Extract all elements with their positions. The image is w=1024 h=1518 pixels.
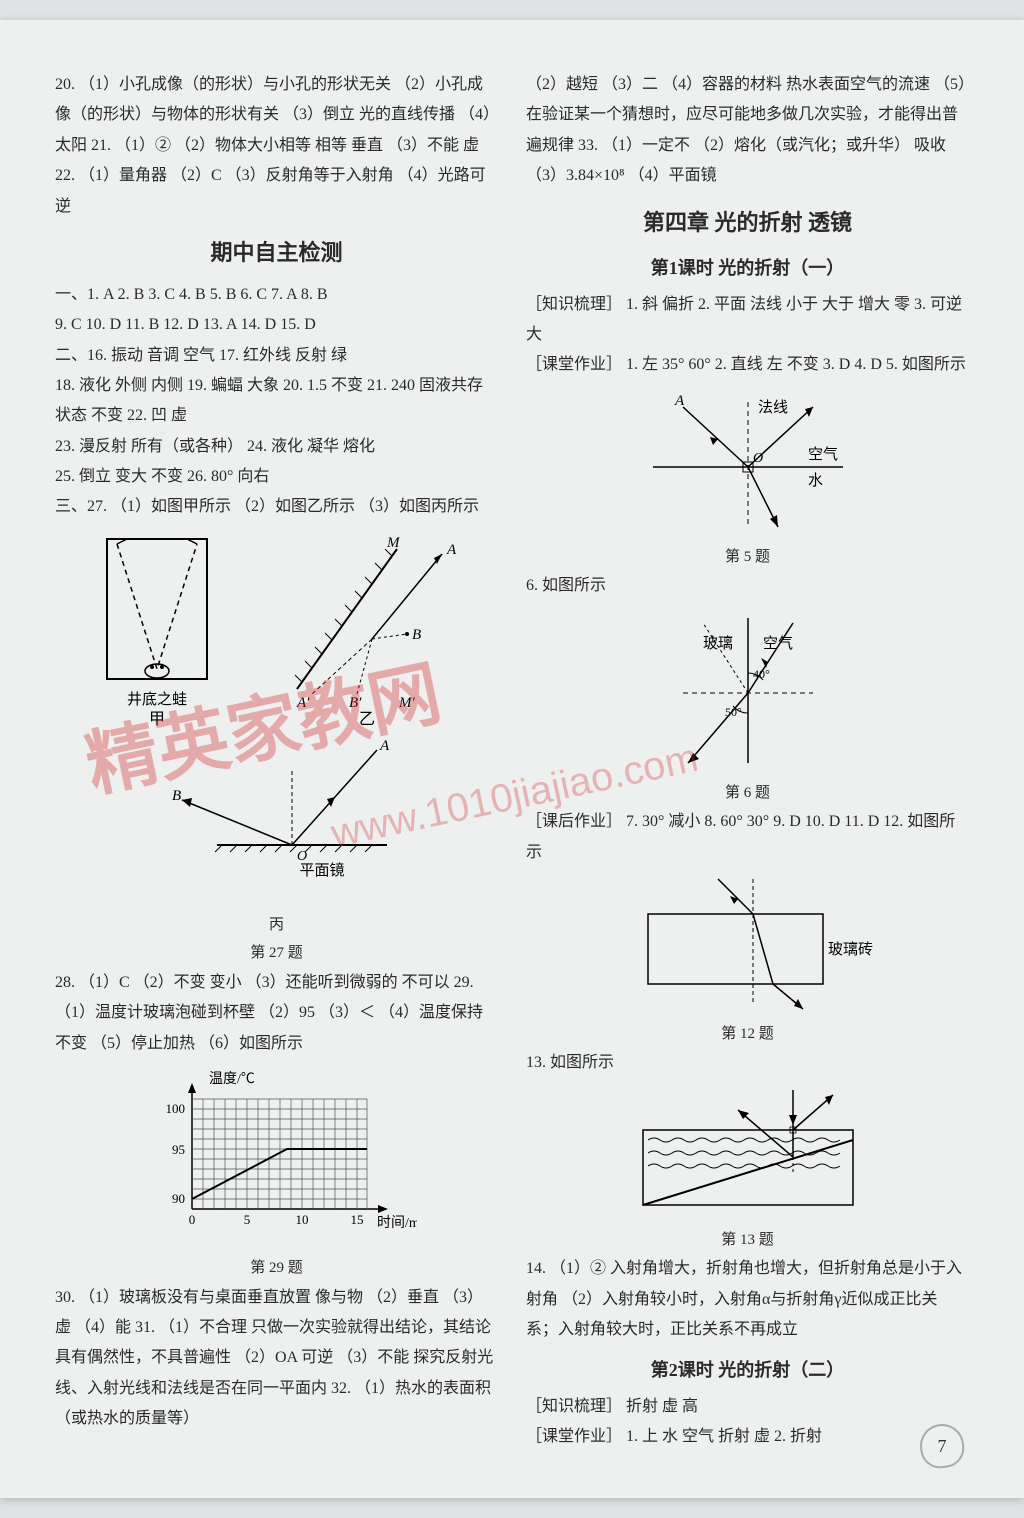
fig5-caption: 第 5 题 (526, 543, 969, 572)
fig6-caption: 第 6 题 (526, 779, 969, 808)
xtick-0: 0 (188, 1212, 195, 1227)
q14-text: 14. （1）② 入射角增大，折射角也增大，但折射角总是小于入射角 （2）入射角… (526, 1254, 969, 1345)
frog-label: 井底之蛙 (126, 691, 186, 708)
mirror-label: 平面镜 (299, 861, 344, 879)
fig12-caption: 第 12 题 (526, 1020, 969, 1049)
fig12-glass: 玻璃砖 (828, 941, 873, 958)
figure-27-bing: A B O 平面镜 (55, 735, 498, 905)
ketang-zuoye: ［课堂作业］ 1. 左 35° 60° 2. 直线 左 不变 3. D 4. D… (526, 350, 969, 380)
right-column: （2）越短 （3）二 （4）容器的材料 热水表面空气的流速 （5）在验证某一个猜… (526, 70, 969, 1458)
q6-text: 6. 如图所示 (526, 571, 969, 601)
ytick-95: 95 (172, 1142, 185, 1157)
page-number-badge: 7 (920, 1424, 964, 1468)
fig29-caption: 第 29 题 (55, 1254, 498, 1283)
fig27-jia: 甲 (148, 711, 164, 728)
xtick-15: 15 (350, 1212, 363, 1227)
sec2-line3: 23. 漫反射 所有（或各种） 24. 液化 凝华 熔化 (55, 432, 498, 462)
letter-B-bing: B (172, 788, 181, 804)
figure-13 (526, 1085, 969, 1220)
fig13-caption: 第 13 题 (526, 1226, 969, 1255)
kehou-zuoye: ［课后作业］ 7. 30° 减小 8. 60° 30° 9. D 10. D 1… (526, 807, 969, 868)
q30-32-text: 30. （1）玻璃板没有与桌面垂直放置 像与物 （2）垂直 （3）虚 （4）能 … (55, 1283, 498, 1435)
letter-M: M (386, 535, 401, 551)
page: 精英家教网 www.1010jiajiao.com 20. （1）小孔成像（的形… (0, 20, 1024, 1498)
fig5-O: O (753, 451, 763, 466)
fig6-glass: 玻璃 (703, 635, 733, 652)
letter-O-bing: O (297, 849, 307, 864)
q20-22-text: 20. （1）小孔成像（的形状）与小孔的形状无关 （2）小孔成像（的形状）与物体… (55, 70, 498, 222)
fig5-A: A (674, 393, 685, 409)
sec2-line4: 25. 倒立 变大 不变 26. 80° 向右 (55, 462, 498, 492)
letter-Bprime: B′ (349, 695, 362, 711)
figure-5: A O 法线 空气 水 (526, 387, 969, 537)
page-number: 7 (938, 1436, 947, 1457)
midterm-heading: 期中自主检测 (55, 232, 498, 274)
sec2-line1: 二、16. 振动 音调 空气 17. 红外线 反射 绿 (55, 341, 498, 371)
letter-Mprime: M′ (398, 695, 415, 711)
fig27-caption: 第 27 题 (55, 939, 498, 968)
figure-12: 玻璃砖 (526, 874, 969, 1014)
chapter4-heading: 第四章 光的折射 透镜 (526, 202, 969, 244)
figure-27-top: 井底之蛙 甲 (55, 529, 498, 729)
fig5-water: 水 (808, 472, 823, 489)
xtick-10: 10 (295, 1212, 308, 1227)
fig5-air: 空气 (808, 446, 838, 463)
right-top-text: （2）越短 （3）二 （4）容器的材料 热水表面空气的流速 （5）在验证某一个猜… (526, 70, 969, 192)
zhishi-shuli-2: ［知识梳理］ 折射 虚 高 (526, 1392, 969, 1422)
fig27-yi: 乙 (358, 711, 374, 728)
ytick-100: 100 (165, 1101, 185, 1116)
letter-B: B (412, 627, 421, 643)
fig6-air: 空气 (763, 635, 793, 652)
letter-A: A (446, 542, 457, 558)
sec1-line2: 9. C 10. D 11. B 12. D 13. A 14. D 15. D (55, 310, 498, 340)
sec1-line1: 一、1. A 2. B 3. C 4. B 5. B 6. C 7. A 8. … (55, 280, 498, 310)
lesson1-heading: 第1课时 光的折射（一） (526, 251, 969, 285)
letter-Aprime: A′ (296, 695, 310, 711)
sec2-line2: 18. 液化 外侧 内侧 19. 蝙蝠 大象 20. 1.5 不变 21. 24… (55, 371, 498, 432)
fig27-bing-label: 丙 (55, 911, 498, 940)
letter-A-bing: A (379, 738, 390, 754)
sec3-line1: 三、27. （1）如图甲所示 （2）如图乙所示 （3）如图丙所示 (55, 492, 498, 522)
chart29-xlabel: 时间/min (377, 1215, 417, 1231)
fig5-normal: 法线 (758, 399, 788, 416)
left-column: 20. （1）小孔成像（的形状）与小孔的形状无关 （2）小孔成像（的形状）与物体… (55, 70, 498, 1458)
figure-6: 玻璃 空气 40° 50° (526, 608, 969, 773)
zhishi-shuli: ［知识梳理］ 1. 斜 偏折 2. 平面 法线 小于 大于 增大 零 3. 可逆… (526, 290, 969, 351)
chart29-ylabel: 温度/℃ (209, 1071, 255, 1087)
ketang-zuoye-2: ［课堂作业］ 1. 上 水 空气 折射 虚 2. 折射 (526, 1422, 969, 1452)
xtick-5: 5 (243, 1212, 250, 1227)
q13-text: 13. 如图所示 (526, 1048, 969, 1078)
q28-29-text: 28. （1）C （2）不变 变小 （3）还能听到微弱的 不可以 29. （1）… (55, 968, 498, 1059)
two-column-layout: 20. （1）小孔成像（的形状）与小孔的形状无关 （2）小孔成像（的形状）与物体… (55, 70, 969, 1458)
figure-29: 温度/℃ (55, 1065, 498, 1248)
ytick-90: 90 (172, 1191, 185, 1206)
lesson2-heading: 第2课时 光的折射（二） (526, 1353, 969, 1387)
